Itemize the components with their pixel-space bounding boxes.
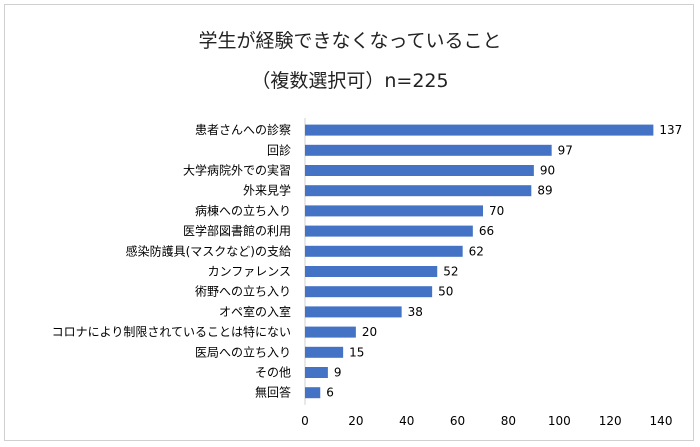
data-label: 52 (443, 265, 458, 279)
bar (305, 245, 463, 257)
data-label: 66 (479, 224, 494, 238)
data-label: 20 (362, 325, 377, 339)
category-label: 無回答 (255, 385, 291, 400)
bar (305, 124, 654, 136)
category-label: カンファレンス (208, 265, 291, 279)
category-label: 大学病院外での実習 (183, 163, 291, 178)
data-label: 6 (326, 386, 334, 400)
x-tick-label: 60 (450, 414, 465, 428)
data-label: 38 (408, 305, 423, 319)
data-label: 90 (540, 164, 555, 178)
category-label: 医学部図書館の利用 (183, 223, 291, 238)
category-label: 術野への立ち入り (195, 284, 291, 299)
category-label: 回診 (267, 142, 291, 157)
data-label: 70 (489, 204, 504, 218)
bar (305, 286, 433, 298)
x-tick-label: 140 (650, 414, 673, 428)
bar (305, 326, 356, 338)
category-label: 感染防護具(マスクなど)の支給 (126, 243, 291, 258)
bar (305, 205, 483, 217)
chart-title: 学生が経験できなくなっていること (198, 30, 502, 52)
x-tick-label: 0 (301, 414, 309, 428)
data-label: 62 (469, 244, 484, 258)
bar (305, 225, 473, 237)
x-tick-label: 80 (501, 414, 516, 428)
category-label: 外来見学 (243, 183, 291, 198)
category-label: 医局への立ち入り (195, 344, 291, 359)
bar (305, 367, 328, 378)
chart-frame (4, 4, 694, 441)
data-label: 89 (537, 184, 552, 198)
bar (305, 144, 552, 156)
category-label: 患者さんへの診察 (195, 122, 291, 137)
bar (305, 387, 321, 399)
x-tick-label: 40 (399, 414, 414, 428)
bar (305, 306, 402, 318)
data-label: 50 (438, 285, 453, 299)
x-tick-label: 20 (348, 414, 363, 428)
data-label: 137 (659, 123, 682, 137)
category-label: オペ室の入室 (219, 304, 291, 319)
data-label: 15 (349, 345, 364, 359)
x-tick-label: 120 (599, 414, 622, 428)
bar (305, 165, 534, 176)
chart-subtitle: （複数選択可）n=225 (251, 70, 449, 92)
data-label: 9 (334, 366, 342, 380)
category-label: その他 (255, 366, 291, 380)
category-label: 病棟への立ち入り (195, 203, 291, 218)
bar (305, 266, 438, 277)
bar (305, 346, 344, 358)
x-tick-label: 100 (548, 414, 571, 428)
category-label: コロナにより制限されていることは特にない (52, 324, 291, 339)
bar (305, 185, 532, 197)
data-label: 97 (558, 143, 573, 157)
